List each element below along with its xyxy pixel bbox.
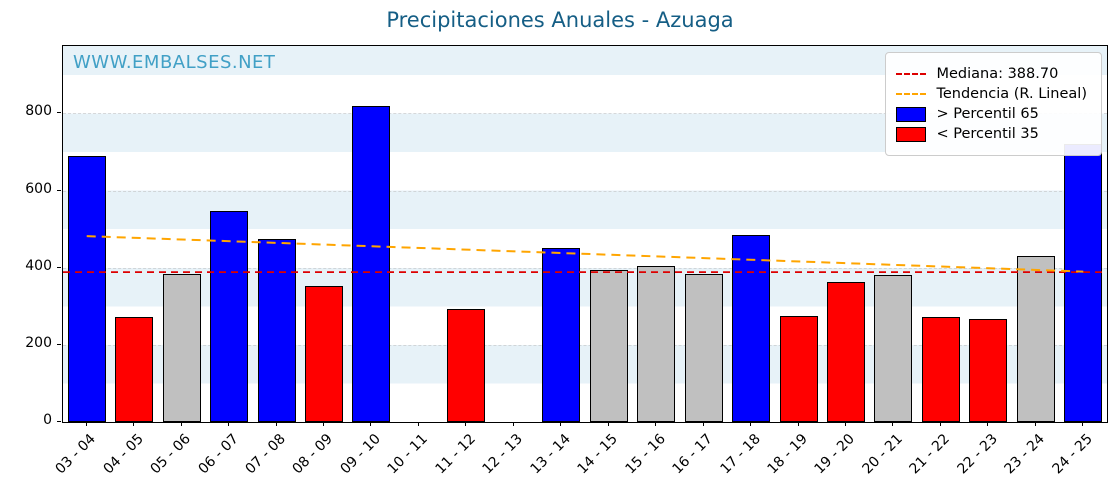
x-tick-label: 12 - 13 xyxy=(479,431,527,478)
x-tick-label: 07 - 08 xyxy=(242,431,289,478)
plot-area: WWW.EMBALSES.NET Mediana: 388.70 Tendenc… xyxy=(62,45,1108,423)
x-tick-label: 24 - 25 xyxy=(1049,431,1096,478)
bar-03-04 xyxy=(67,155,106,422)
x-tick-mark xyxy=(607,422,609,426)
x-tick-label: 13 - 14 xyxy=(527,431,574,478)
line-layer xyxy=(63,235,1107,274)
bar-09-10 xyxy=(352,105,391,422)
x-tick-label: 06 - 07 xyxy=(195,431,242,478)
y-tick-mark xyxy=(57,343,61,345)
bar-08-09 xyxy=(305,286,343,422)
legend-row-low: < Percentil 35 xyxy=(896,126,1087,142)
x-tick-label: 22 - 23 xyxy=(954,431,1001,478)
x-tick-mark xyxy=(180,422,182,426)
y-tick-mark xyxy=(57,421,61,422)
bar-05-06 xyxy=(162,273,201,422)
bar-06-07 xyxy=(210,211,249,422)
bar-24-25 xyxy=(1064,144,1103,422)
y-tick-mark xyxy=(57,189,61,191)
y-tick-mark xyxy=(57,112,61,114)
chart-title: Precipitaciones Anuales - Azuaga xyxy=(386,8,734,32)
y-tick-label: 200 xyxy=(25,334,52,351)
x-tick-label: 18 - 19 xyxy=(764,431,811,478)
x-tick-mark xyxy=(750,422,752,426)
x-tick-mark xyxy=(797,422,799,426)
legend: Mediana: 388.70 Tendencia (R. Lineal) > … xyxy=(885,52,1102,156)
trend-line xyxy=(86,235,1084,273)
bar-15-16 xyxy=(637,265,676,422)
x-tick-label: 14 - 15 xyxy=(574,431,622,478)
x-tick-label: 19 - 20 xyxy=(811,431,859,478)
x-tick-mark xyxy=(560,422,562,426)
x-tick-mark xyxy=(512,422,514,426)
x-tick-mark xyxy=(987,422,989,426)
low-patch-swatch xyxy=(896,126,927,142)
x-tick-label: 03 - 04 xyxy=(52,431,100,478)
gridline xyxy=(63,267,1107,269)
x-tick-mark xyxy=(892,422,894,426)
x-tick-mark xyxy=(370,422,372,426)
x-tick-mark xyxy=(465,422,467,426)
x-tick-label: 09 - 10 xyxy=(337,431,384,478)
x-tick-label: 21 - 22 xyxy=(906,431,954,478)
y-tick-label: 600 xyxy=(25,180,52,197)
x-tick-label: 05 - 06 xyxy=(147,431,194,478)
legend-row-median: Mediana: 388.70 xyxy=(896,66,1087,82)
x-tick-label: 23 - 24 xyxy=(1001,431,1049,478)
x-tick-mark xyxy=(845,422,846,426)
y-tick-mark xyxy=(57,266,61,268)
x-tick-mark xyxy=(1034,422,1036,426)
legend-row-trend: Tendencia (R. Lineal) xyxy=(896,86,1087,102)
legend-high-label: > Percentil 65 xyxy=(936,106,1039,122)
legend-median-label: Mediana: 388.70 xyxy=(936,66,1059,82)
bar-16-17 xyxy=(684,273,723,422)
bar-07-08 xyxy=(257,238,296,422)
x-tick-label: 17 - 18 xyxy=(717,431,764,478)
bar-11-12 xyxy=(447,308,486,422)
median-line-swatch xyxy=(896,73,927,75)
x-tick-mark xyxy=(655,422,657,426)
y-tick-label: 400 xyxy=(25,257,52,274)
x-tick-mark xyxy=(85,422,87,426)
x-tick-mark xyxy=(939,422,941,426)
x-tick-mark xyxy=(702,422,704,426)
legend-low-label: < Percentil 35 xyxy=(936,126,1039,142)
bar-17-18 xyxy=(732,234,771,422)
x-tick-mark xyxy=(133,422,135,426)
x-tick-mark xyxy=(417,422,419,426)
trend-line-swatch xyxy=(896,93,927,95)
bar-18-19 xyxy=(779,315,818,422)
x-tick-mark xyxy=(323,422,324,426)
bar-04-05 xyxy=(115,317,154,422)
legend-row-high: > Percentil 65 xyxy=(896,106,1087,122)
x-tick-label: 10 - 11 xyxy=(384,431,432,478)
x-tick-label: 20 - 21 xyxy=(859,431,906,478)
y-tick-label: 800 xyxy=(25,103,52,120)
x-tick-label: 11 - 12 xyxy=(432,431,479,478)
bar-19-20 xyxy=(827,282,865,422)
x-tick-label: 04 - 05 xyxy=(100,431,147,478)
bar-22-23 xyxy=(969,318,1008,422)
gridline xyxy=(63,344,1107,346)
x-tick-label: 08 - 09 xyxy=(289,431,337,478)
high-patch-swatch xyxy=(896,106,927,122)
y-tick-label: 0 xyxy=(43,412,52,428)
x-tick-mark xyxy=(275,422,277,426)
x-tick-label: 15 - 16 xyxy=(622,431,669,478)
legend-trend-label: Tendencia (R. Lineal) xyxy=(936,86,1087,102)
gridline xyxy=(63,190,1107,192)
bar-21-22 xyxy=(921,317,960,422)
x-tick-label: 16 - 17 xyxy=(669,431,716,478)
bar-14-15 xyxy=(589,269,628,422)
bar-23-24 xyxy=(1016,256,1055,422)
bar-13-14 xyxy=(542,248,581,422)
x-tick-mark xyxy=(1082,422,1084,426)
bar-20-21 xyxy=(874,275,913,422)
gridline xyxy=(63,113,1107,115)
x-tick-mark xyxy=(228,422,230,426)
watermark-text: WWW.EMBALSES.NET xyxy=(73,52,276,73)
